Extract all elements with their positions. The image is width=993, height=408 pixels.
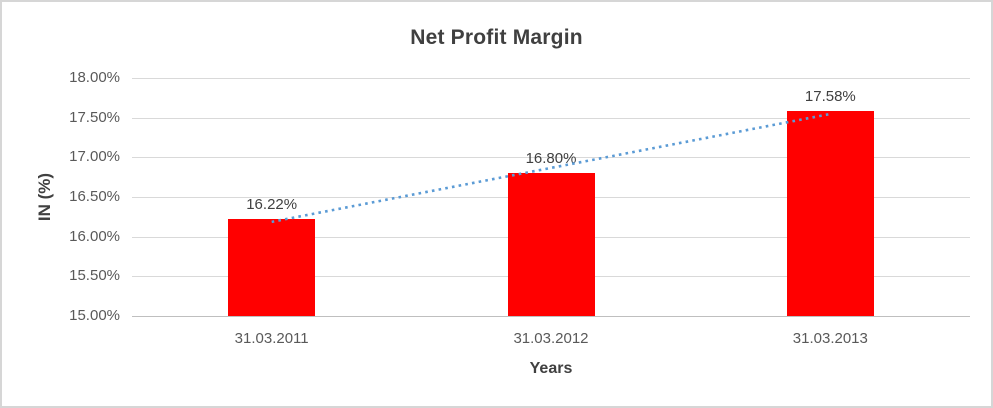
y-tick-label: 17.50% [69, 108, 120, 126]
bar-data-label: 16.80% [525, 150, 577, 168]
x-axis-line [132, 316, 970, 317]
y-tick-label: 15.50% [69, 267, 120, 285]
y-tick-label: 15.00% [69, 307, 120, 324]
bar [228, 219, 316, 316]
bar-data-label: 16.22% [246, 196, 298, 214]
y-tick-label: 16.50% [69, 188, 120, 205]
y-tick-label: 18.00% [69, 69, 120, 86]
x-tick-label: 31.03.2011 [234, 330, 309, 347]
bar [786, 111, 874, 316]
x-tick-label: 31.03.2013 [792, 330, 868, 347]
plot-area: 16.22% 16.80% 17.58% [132, 78, 970, 317]
x-axis-title: Years [529, 360, 573, 377]
bar [507, 173, 595, 316]
x-tick-label: 31.03.2012 [513, 330, 589, 347]
y-tick-label: 17.00% [69, 148, 120, 166]
y-tick-label: 16.00% [69, 227, 120, 245]
chart-title: Net Profit Margin [410, 26, 583, 49]
bar-data-label: 17.58% [804, 88, 856, 106]
gridline [132, 78, 970, 79]
